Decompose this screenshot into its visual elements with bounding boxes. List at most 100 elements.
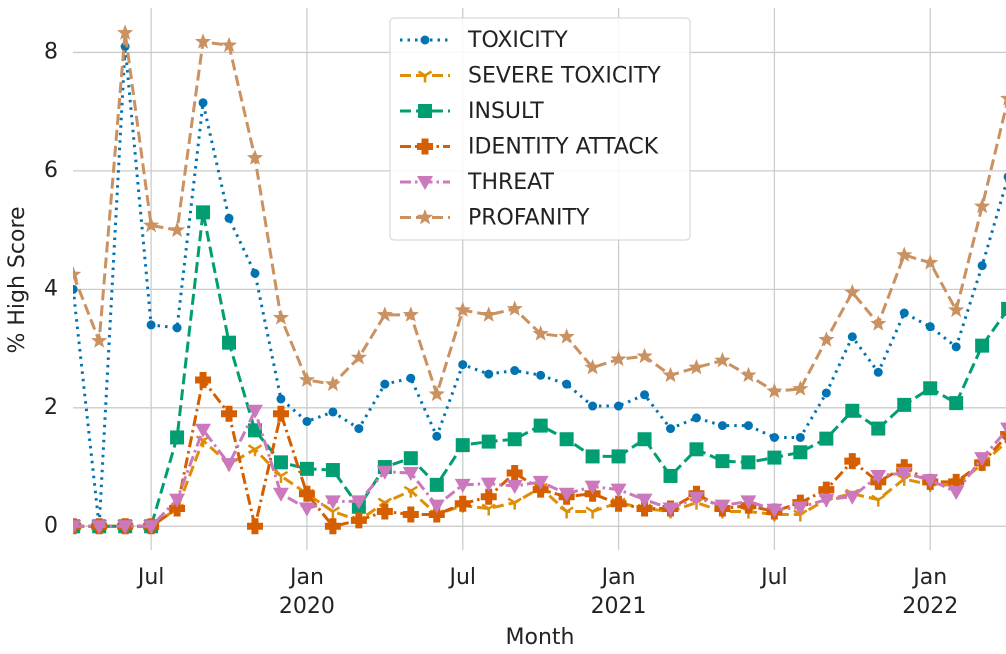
marker	[691, 413, 701, 423]
marker	[350, 495, 367, 510]
marker	[195, 423, 212, 438]
marker	[428, 499, 445, 514]
marker	[871, 494, 886, 507]
marker	[403, 451, 418, 466]
marker	[767, 450, 782, 465]
marker	[663, 468, 678, 483]
marker	[819, 431, 834, 446]
marker	[1000, 426, 1006, 443]
marker	[143, 216, 160, 233]
marker	[636, 500, 653, 517]
marker	[558, 487, 575, 502]
marker	[974, 452, 991, 467]
marker	[975, 338, 990, 353]
marker	[454, 495, 471, 512]
x-tick-label: Jul	[447, 565, 476, 590]
marker	[324, 518, 341, 535]
marker	[769, 432, 779, 442]
marker	[458, 360, 468, 370]
marker	[510, 366, 520, 376]
marker	[246, 518, 263, 535]
marker	[533, 418, 548, 433]
marker	[428, 506, 445, 523]
marker	[662, 366, 679, 383]
marker	[417, 176, 433, 190]
marker	[614, 401, 624, 411]
marker	[948, 301, 965, 317]
marker	[948, 473, 965, 490]
marker	[376, 306, 393, 322]
marker	[417, 70, 433, 83]
marker	[354, 424, 364, 434]
marker	[194, 33, 212, 49]
marker	[506, 480, 523, 495]
marker	[403, 485, 418, 498]
marker	[715, 454, 730, 469]
marker	[844, 453, 861, 470]
marker	[455, 438, 470, 453]
legend-box	[389, 17, 691, 241]
marker	[948, 485, 965, 500]
x-axis-label: Month	[506, 625, 575, 650]
marker	[610, 350, 627, 367]
marker	[117, 24, 134, 40]
series	[73, 42, 1006, 531]
marker	[717, 421, 727, 431]
marker	[325, 463, 340, 478]
marker	[484, 369, 494, 379]
marker	[558, 328, 575, 344]
marker	[688, 359, 705, 375]
marker	[221, 458, 238, 473]
y-tick-label: 2	[44, 395, 58, 420]
marker	[376, 465, 393, 480]
marker	[432, 431, 442, 441]
legend-label: IDENTITY ATTACK	[468, 135, 659, 160]
marker	[169, 500, 186, 517]
marker	[688, 491, 705, 506]
legend-label: SEVERE TOXICITY	[468, 64, 661, 89]
marker	[350, 348, 367, 365]
marker	[454, 301, 471, 317]
marker	[740, 495, 757, 510]
marker	[246, 149, 264, 165]
marker	[299, 461, 314, 476]
series	[73, 404, 1006, 535]
marker	[298, 485, 315, 502]
marker	[792, 501, 809, 516]
marker	[195, 371, 212, 388]
marker	[328, 407, 338, 417]
marker	[350, 512, 367, 529]
marker	[380, 379, 390, 389]
legend-label: INSULT	[468, 99, 544, 124]
marker	[636, 493, 653, 508]
marker	[977, 261, 987, 271]
marker	[224, 213, 234, 223]
marker	[662, 502, 679, 517]
marker	[198, 98, 208, 108]
marker	[480, 488, 497, 505]
marker	[640, 390, 650, 400]
y-axis-label: % High Score	[5, 206, 30, 353]
marker	[220, 36, 238, 53]
marker	[406, 373, 416, 383]
marker	[273, 455, 288, 470]
marker	[246, 404, 263, 419]
marker	[689, 442, 704, 457]
legend-label: THREAT	[467, 170, 555, 195]
marker	[611, 449, 626, 464]
marker	[666, 424, 676, 434]
marker	[871, 421, 886, 436]
marker	[302, 416, 312, 426]
marker	[146, 320, 156, 330]
marker	[170, 430, 185, 445]
series	[73, 205, 1006, 534]
marker	[532, 325, 549, 341]
marker	[922, 254, 939, 270]
x-tick-label: Jan 2022	[902, 565, 958, 619]
marker	[507, 432, 522, 447]
marker	[818, 331, 835, 347]
marker	[196, 205, 211, 220]
series	[73, 24, 1006, 402]
marker	[169, 221, 186, 238]
marker	[429, 477, 444, 492]
